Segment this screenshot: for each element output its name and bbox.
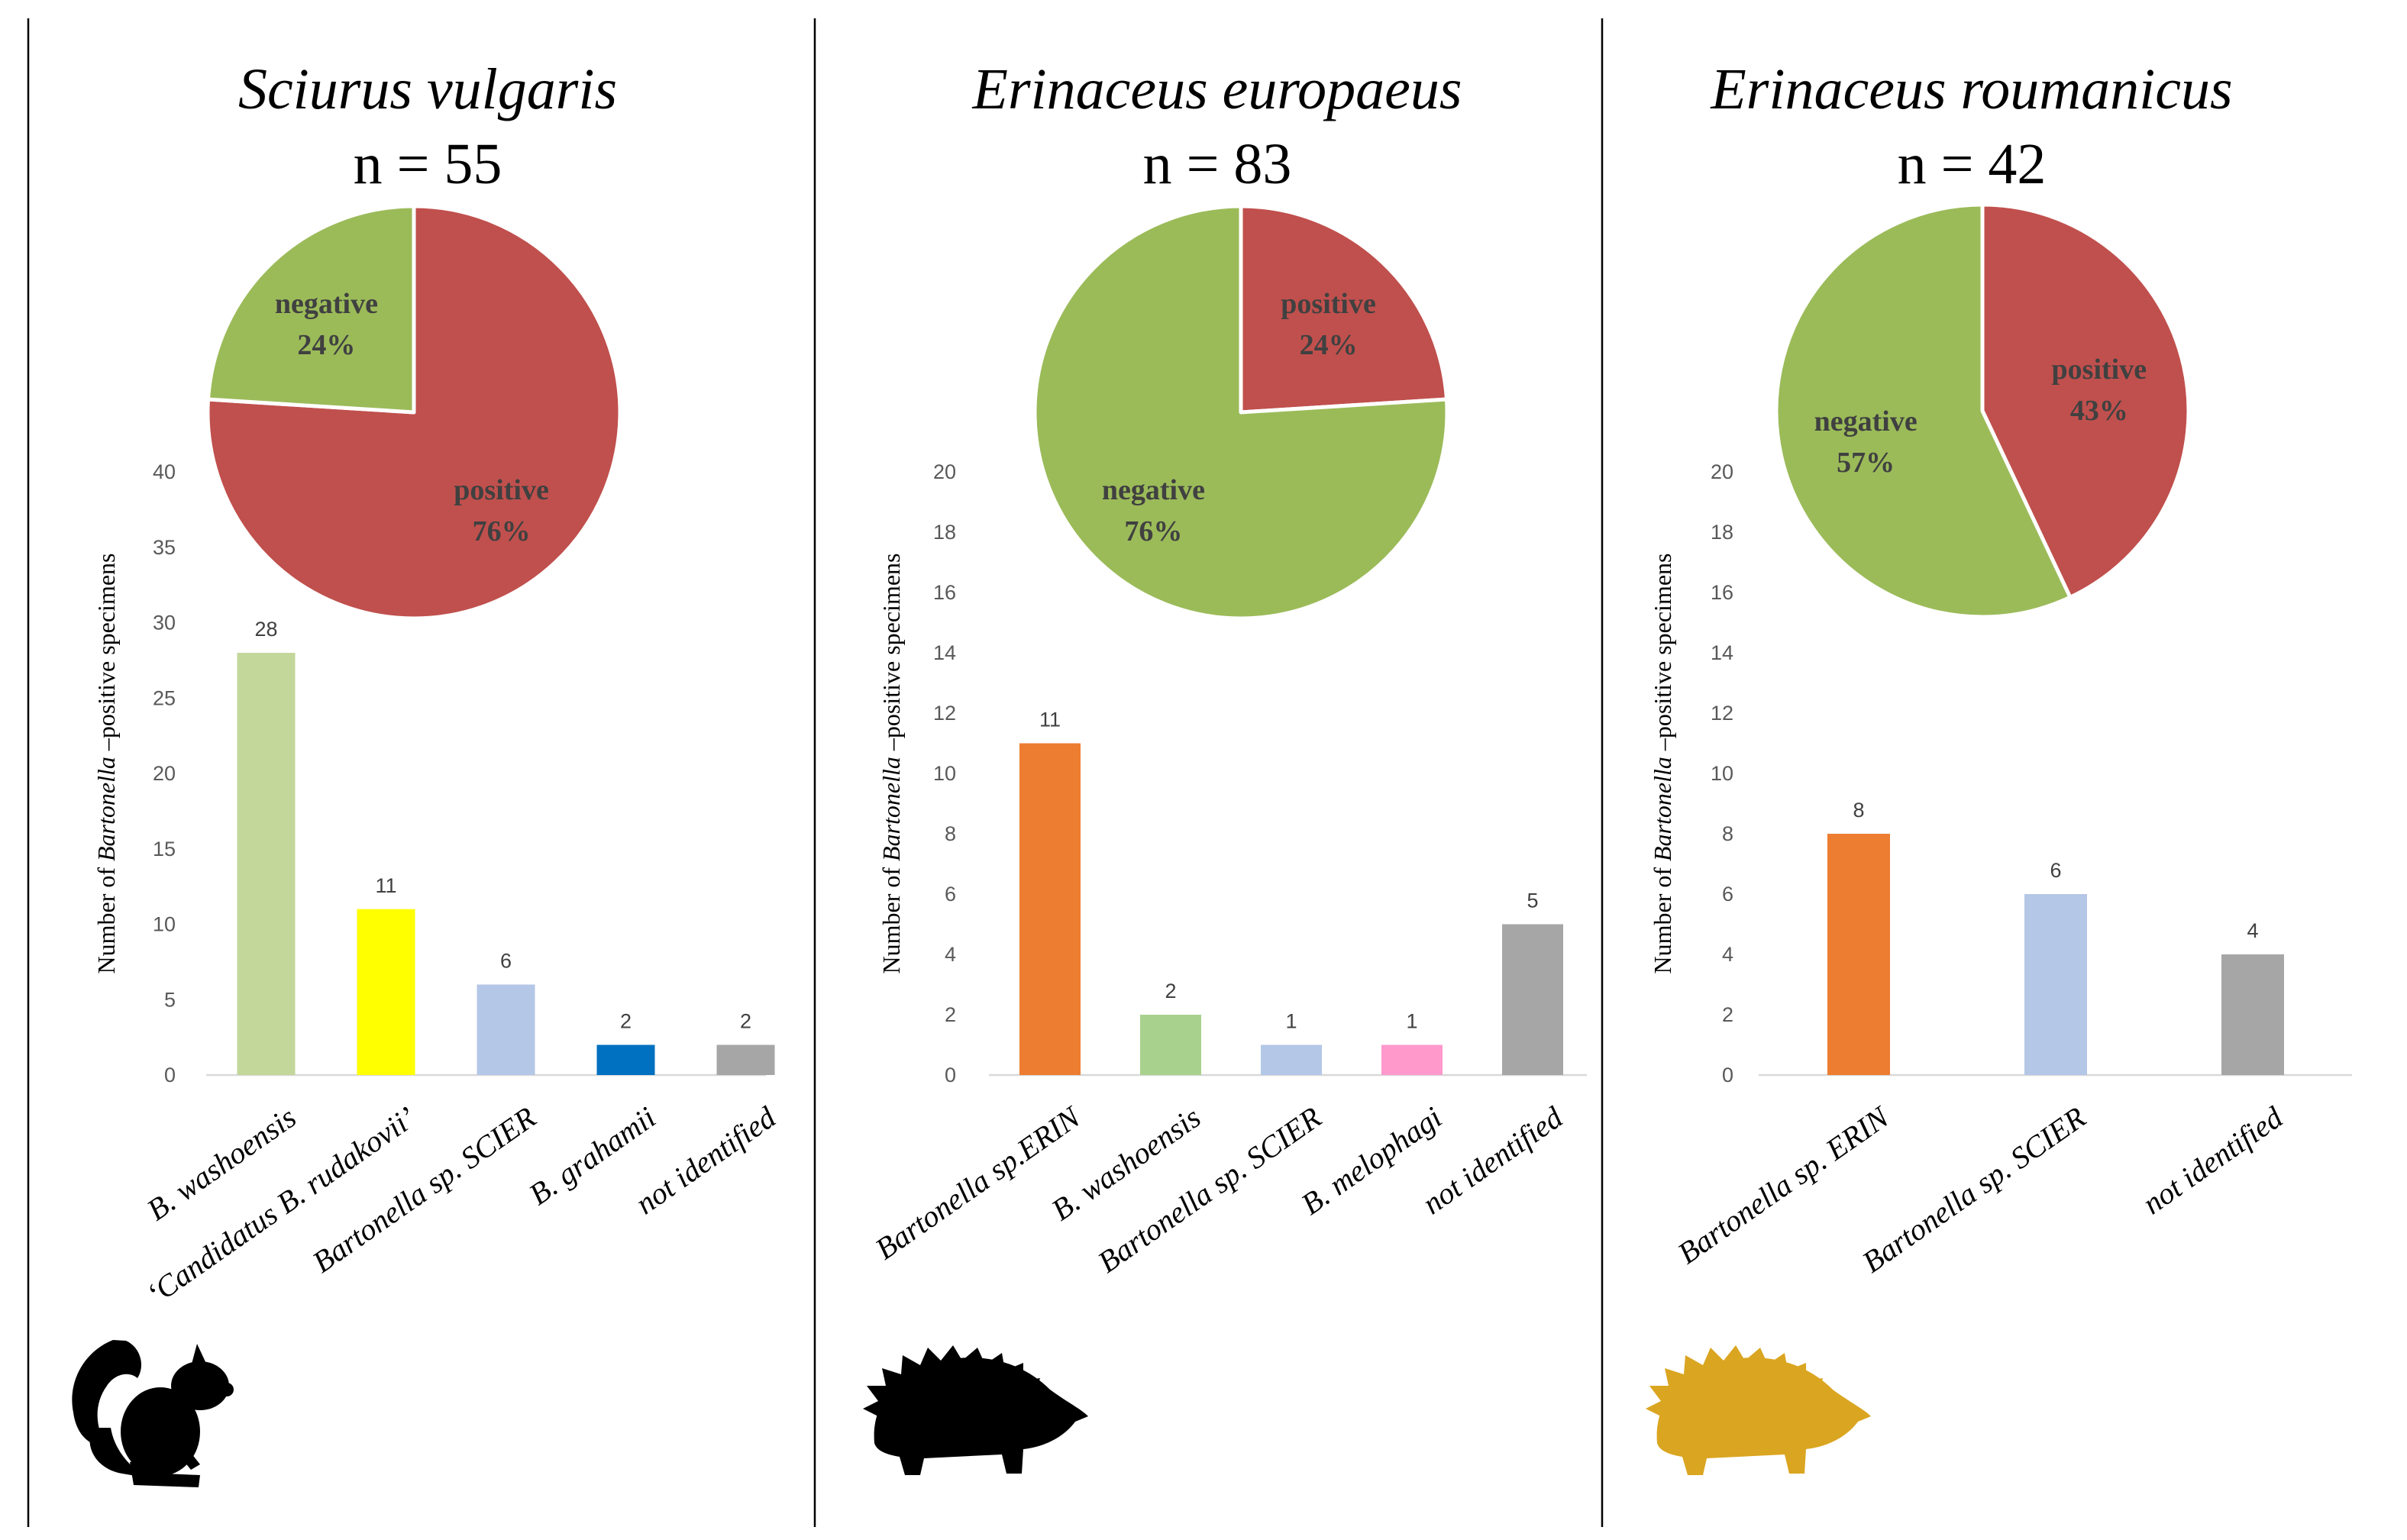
y-tick-label: 0	[164, 1064, 176, 1086]
pie-label-name: positive	[2052, 354, 2147, 386]
squirrel-icon	[72, 1340, 234, 1487]
y-tick-label: 25	[153, 686, 176, 709]
y-tick-label: 2	[1722, 1003, 1733, 1026]
y-tick-label: 14	[933, 641, 956, 664]
data-label: 11	[1039, 709, 1061, 731]
bar-4	[1502, 924, 1563, 1075]
y-tick-label: 5	[164, 988, 176, 1011]
x-category-label: not identified	[2137, 1099, 2289, 1221]
bar-3	[1381, 1044, 1443, 1075]
pie-chart: positive 43% negative 57%	[1774, 202, 2191, 619]
data-label: 5	[1527, 889, 1538, 912]
pie-label-percent: 24%	[1300, 329, 1358, 361]
y-tick-label: 10	[1711, 762, 1733, 785]
x-category-label: Bartonella sp. ERIN	[1672, 1099, 1896, 1270]
panel-sample-size: n = 83	[1143, 132, 1292, 196]
y-tick-label: 15	[153, 838, 176, 860]
y-axis-label: Number of Bartonella –positive specimens	[92, 553, 120, 973]
pie-slice-positive	[1239, 204, 1449, 415]
data-label: 2	[620, 1010, 632, 1033]
y-tick-label: 10	[933, 762, 956, 785]
pie-label-percent: 24%	[297, 329, 355, 361]
y-tick-label: 40	[153, 460, 176, 483]
data-label: 8	[1853, 799, 1864, 822]
hedgehog-icon	[863, 1345, 1088, 1475]
pie-label-percent: 76%	[473, 515, 531, 547]
pie-slice-positive	[1980, 202, 2191, 599]
bar-3	[596, 1044, 655, 1075]
x-category-label: Bartonella sp. SCIER	[306, 1100, 542, 1280]
pie-label-percent: 57%	[1837, 447, 1895, 479]
bar-1	[357, 909, 415, 1075]
y-tick-label: 14	[1711, 641, 1733, 664]
y-tick-label: 6	[945, 883, 956, 906]
pie-slice-negative	[1774, 202, 2073, 619]
y-tick-label: 35	[153, 536, 176, 559]
pie-label-name: positive	[454, 474, 549, 506]
panel-title: Erinaceus europaeus	[972, 57, 1462, 121]
pie-slice-negative	[206, 204, 416, 415]
panel-erinaceus-roumanicus: Erinaceus roumanicus n = 42 positive 43% n…	[1646, 57, 2352, 1475]
bar-1	[2024, 894, 2087, 1075]
panel-sciurus-vulgaris: Sciurus vulgaris n = 55 positive 76% negat…	[72, 57, 782, 1487]
y-tick-label: 20	[1711, 460, 1733, 483]
y-tick-label: 0	[945, 1064, 956, 1086]
data-label: 6	[2050, 859, 2061, 882]
bar-1	[1140, 1015, 1201, 1075]
data-label: 1	[1285, 1010, 1297, 1033]
bar-0	[1827, 834, 1890, 1075]
y-tick-label: 4	[1722, 943, 1733, 966]
data-label: 28	[254, 618, 277, 641]
y-tick-label: 0	[1722, 1064, 1733, 1086]
panel-title: Sciurus vulgaris	[238, 57, 617, 121]
pie-label-percent: 76%	[1124, 515, 1182, 547]
y-tick-label: 18	[933, 521, 956, 544]
y-tick-label: 30	[153, 612, 176, 634]
pie-label-percent: 43%	[2070, 395, 2128, 427]
bar-2	[477, 984, 535, 1075]
pie-label-name: negative	[1102, 474, 1205, 506]
y-tick-label: 2	[945, 1003, 956, 1026]
panel-sample-size: n = 42	[1898, 132, 2047, 196]
pie-label-name: positive	[1281, 288, 1376, 320]
y-tick-label: 4	[945, 943, 956, 966]
y-axis-label: Number of Bartonella –positive specimens	[877, 553, 905, 973]
y-tick-label: 6	[1722, 883, 1733, 906]
y-tick-label: 10	[153, 913, 176, 936]
y-tick-label: 12	[933, 702, 956, 725]
y-tick-label: 8	[1722, 822, 1733, 845]
bar-4	[716, 1044, 775, 1075]
data-label: 2	[1165, 980, 1176, 1002]
panel-title: Erinaceus roumanicus	[1710, 57, 2232, 121]
pie-chart: positive 24% negative 76%	[1032, 204, 1449, 621]
data-label: 2	[740, 1010, 751, 1033]
x-category-label: Bartonella sp. SCIER	[1091, 1100, 1327, 1280]
pie-label-name: negative	[275, 288, 378, 320]
y-tick-label: 12	[1711, 702, 1733, 725]
bar-2	[1261, 1044, 1322, 1075]
pie-slice-negative	[1032, 204, 1449, 621]
y-tick-label: 8	[945, 822, 956, 845]
data-label: 11	[375, 874, 396, 897]
hedgehog-icon	[1646, 1345, 1871, 1475]
y-tick-label: 16	[933, 581, 956, 604]
y-tick-label: 16	[1711, 581, 1733, 604]
panel-sample-size: n = 55	[354, 132, 502, 196]
data-label: 6	[500, 950, 512, 973]
x-category-label: Bartonella sp.ERIN	[869, 1099, 1087, 1266]
panel-erinaceus-europaeus: Erinaceus europaeus n = 83 positive 24% ne…	[863, 57, 1587, 1475]
y-tick-label: 20	[933, 460, 956, 483]
y-tick-label: 18	[1711, 521, 1733, 544]
y-axis-label: Number of Bartonella –positive specimens	[1649, 553, 1676, 973]
pie-chart: positive 76% negative 24%	[205, 204, 622, 621]
bar-0	[237, 653, 296, 1075]
bar-2	[2221, 954, 2284, 1075]
bar-0	[1019, 743, 1081, 1075]
data-label: 4	[2247, 919, 2258, 942]
pie-label-name: negative	[1814, 405, 1918, 437]
y-tick-label: 20	[153, 762, 176, 785]
data-label: 1	[1406, 1010, 1417, 1033]
